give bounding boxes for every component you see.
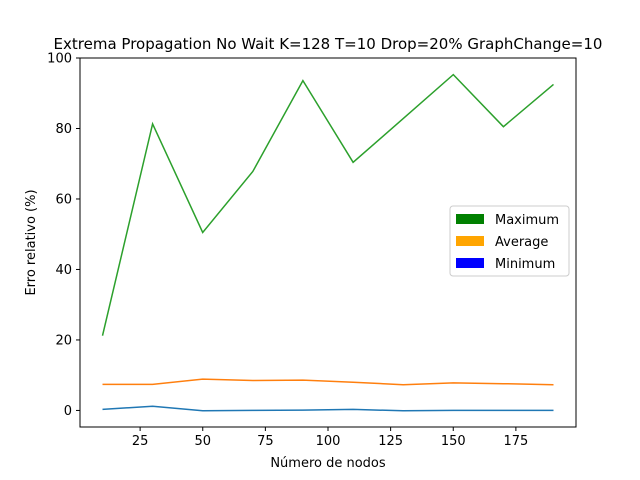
legend-swatch bbox=[456, 236, 484, 246]
y-axis-ticks: 0 20 40 60 80 100 bbox=[47, 52, 80, 419]
legend: Maximum Average Minimum bbox=[449, 205, 570, 277]
x-axis-ticks: 25 50 75 100 125 150 175 bbox=[132, 427, 528, 449]
legend-label: Minimum bbox=[495, 257, 555, 272]
y-tick-label: 60 bbox=[55, 192, 72, 207]
y-tick-label: 0 bbox=[64, 404, 72, 419]
y-tick-label: 20 bbox=[55, 333, 72, 348]
series-line-1 bbox=[102, 378, 554, 386]
y-tick-label: 40 bbox=[55, 263, 72, 278]
x-axis-label: Número de nodos bbox=[270, 456, 386, 471]
legend-swatch bbox=[456, 214, 484, 224]
series-line-0 bbox=[102, 405, 554, 412]
x-tick-label: 25 bbox=[132, 434, 149, 449]
series-layer bbox=[101, 73, 554, 412]
x-tick-label: 50 bbox=[194, 434, 211, 449]
chart-title: Extrema Propagation No Wait K=128 T=10 D… bbox=[54, 35, 603, 53]
series-line-2 bbox=[101, 73, 554, 336]
legend-label: Average bbox=[495, 235, 548, 250]
x-tick-label: 150 bbox=[441, 434, 466, 449]
x-tick-label: 75 bbox=[257, 434, 274, 449]
y-tick-label: 100 bbox=[47, 52, 72, 67]
y-axis-label: Erro relativo (%) bbox=[24, 189, 39, 295]
legend-swatch bbox=[456, 258, 484, 268]
x-tick-label: 100 bbox=[316, 434, 341, 449]
x-tick-label: 175 bbox=[503, 434, 528, 449]
y-tick-label: 80 bbox=[55, 122, 72, 137]
x-tick-label: 125 bbox=[378, 434, 403, 449]
legend-label: Maximum bbox=[495, 213, 559, 228]
